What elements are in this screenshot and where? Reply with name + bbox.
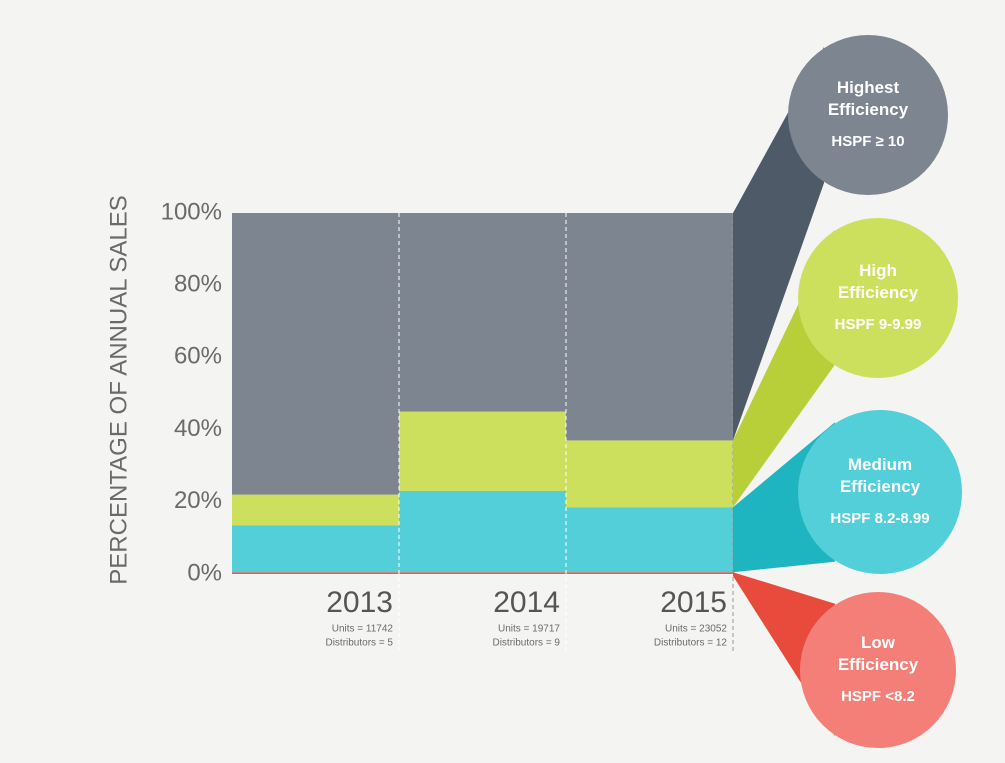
legend-bubble [798,218,958,378]
legend-name: Medium Efficiency [839,455,921,496]
legend-range: HSPF 9-9.99 [834,316,922,333]
legend-bubble [788,35,948,195]
legend-name: Highest Efficiency [827,78,909,119]
x-tick-label: 2014 [493,586,560,619]
distributors-label: Distributors = 12 [654,638,728,649]
distributors-label: Distributors = 9 [492,638,560,649]
bar-segment [566,213,733,441]
bar-segment [399,490,566,573]
legend-range: HSPF 8.2-8.99 [830,510,930,527]
bar-segment [399,411,566,491]
bar-segment [232,525,399,573]
legend-range: HSPF ≥ 10 [831,133,905,150]
legend-name: High Efficiency [837,261,919,302]
legend-entry: High Efficiency HSPF 9-9.99 [798,260,958,333]
y-tick-label: 60% [174,343,222,370]
bar-segment [232,494,399,526]
distributors-label: Distributors = 5 [325,638,393,649]
units-label: Units = 19717 [498,624,560,635]
y-tick-label: 0% [187,559,222,586]
legend-entry: Highest Efficiency HSPF ≥ 10 [788,77,948,150]
x-tick-label: 2013 [326,586,393,619]
bar-segment [566,572,733,574]
bar-segment [232,213,399,495]
units-label: Units = 11742 [332,624,394,635]
bar-segment [232,572,399,574]
legend-entry: Medium Efficiency HSPF 8.2-8.99 [798,454,962,527]
bar-segment [399,572,566,574]
legend-range: HSPF <8.2 [841,688,915,705]
units-label: Units = 23052 [665,624,727,635]
legend-entry: Low Efficiency HSPF <8.2 [800,632,956,705]
x-tick-label: 2015 [660,586,727,619]
y-tick-label: 100% [161,198,222,225]
bar-segment [566,507,733,573]
y-axis-title: PERCENTAGE OF ANNUAL SALES [105,195,132,584]
y-tick-label: 80% [174,271,222,298]
bar-segment [566,440,733,508]
y-tick-label: 40% [174,415,222,442]
bar-segment [399,213,566,412]
legend-name: Low Efficiency [837,633,919,674]
y-tick-label: 20% [174,487,222,514]
legend-bubble [798,410,962,574]
legend-bubble [800,592,956,748]
